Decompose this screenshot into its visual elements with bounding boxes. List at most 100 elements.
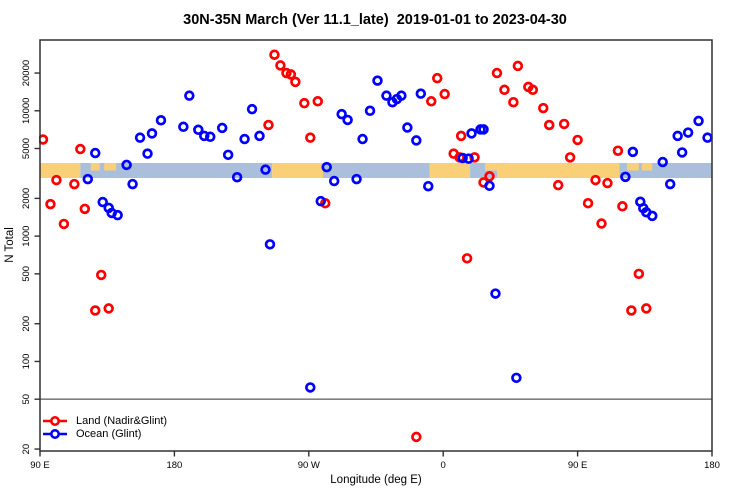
data-point-ocean — [620, 171, 631, 183]
data-point-land — [484, 171, 495, 182]
data-point-ocean — [478, 124, 489, 135]
data-point-ocean — [193, 124, 204, 136]
data-point-ocean — [216, 122, 228, 134]
data-point-land — [51, 174, 62, 186]
data-point-ocean — [364, 105, 376, 117]
legend-symbol-land — [43, 415, 67, 426]
x-tick-label: 180 — [166, 460, 182, 471]
y-tick-label: 2000 — [21, 188, 32, 209]
data-point-ocean — [112, 209, 123, 221]
x-tick-label: 0 — [441, 460, 446, 471]
map-strip-segment-land — [272, 163, 323, 178]
data-point-ocean — [315, 195, 326, 207]
data-point-ocean — [657, 156, 668, 168]
data-point-ocean — [396, 90, 407, 101]
data-point-ocean — [466, 128, 477, 139]
data-point-land — [469, 152, 480, 163]
data-point-land — [439, 88, 450, 100]
y-tick-label: 500 — [21, 266, 32, 282]
data-point-land — [612, 145, 624, 156]
data-point-land — [275, 60, 286, 71]
data-point-ocean — [457, 152, 468, 164]
chart-title: 30N-35N March (Ver 11.1_late) 2019-01-01… — [183, 12, 567, 28]
data-point-ocean — [647, 210, 658, 222]
data-point-land — [572, 134, 583, 146]
data-point-land — [564, 152, 576, 163]
data-point-ocean — [463, 153, 474, 164]
data-point-ocean — [682, 127, 694, 138]
data-point-ocean — [321, 161, 332, 173]
data-point-ocean — [342, 114, 353, 126]
x-tick-label: 90 W — [298, 460, 320, 471]
map-strip-segment-ocean — [322, 163, 430, 178]
legend-symbol-ocean — [43, 429, 67, 440]
data-point-ocean — [127, 178, 138, 190]
data-point-ocean — [381, 90, 392, 101]
legend-circle-icon-land — [50, 415, 61, 426]
data-point-ocean — [627, 146, 639, 158]
map-strip-segment-land — [90, 163, 100, 171]
data-point-land — [461, 253, 473, 264]
data-point-ocean — [411, 135, 422, 146]
data-point-ocean — [372, 75, 383, 86]
data-point-land — [558, 118, 570, 130]
map-strip-segment-land — [40, 163, 81, 178]
data-point-land — [617, 201, 628, 212]
data-point-ocean — [484, 180, 495, 192]
legend: Land (Nadir&Glint) Ocean (Glint) — [42, 414, 167, 441]
data-point-land — [641, 303, 652, 314]
data-point-ocean — [90, 147, 101, 159]
data-point-land — [455, 130, 467, 142]
map-strip-segment-land — [496, 163, 620, 178]
data-point-ocean — [693, 115, 704, 127]
map-strip-segment-land — [626, 163, 639, 171]
data-point-ocean — [664, 178, 676, 190]
data-point-land — [305, 132, 316, 143]
data-point-land — [491, 67, 503, 79]
legend-item-ocean: Ocean (Glint) — [42, 428, 167, 442]
data-point-ocean — [204, 131, 216, 143]
x-tick-label: 180 — [704, 460, 720, 471]
series-land — [39, 49, 652, 443]
plot-box — [39, 39, 713, 452]
data-point-ocean — [511, 372, 522, 384]
data-point-ocean — [672, 130, 683, 142]
data-point-ocean — [264, 239, 276, 250]
map-strip-segment-ocean — [80, 163, 273, 178]
data-point-ocean — [178, 121, 189, 133]
data-point-land — [285, 69, 297, 80]
data-point-ocean — [260, 164, 271, 175]
y-tick-label: 200 — [21, 316, 32, 332]
data-point-land — [512, 60, 524, 72]
data-point-ocean — [199, 130, 210, 142]
data-point-ocean — [423, 180, 434, 192]
data-point-land — [552, 179, 564, 191]
map-strip-segment-land — [641, 163, 653, 171]
data-point-land — [39, 134, 49, 145]
x-axis-label: Longitude (deg E) — [330, 474, 422, 486]
series-ocean — [82, 75, 713, 393]
y-tick-label: 5000 — [21, 138, 32, 159]
legend-item-land: Land (Nadir&Glint) — [42, 414, 167, 428]
y-tick-label: 20 — [21, 444, 32, 455]
data-point-land — [90, 305, 101, 316]
y-tick-label: 1000 — [21, 226, 32, 247]
data-point-land — [590, 174, 601, 186]
data-point-land — [582, 197, 594, 209]
data-point-ocean — [97, 196, 108, 208]
y-tick-label: 20000 — [21, 60, 32, 86]
data-point-land — [508, 96, 519, 108]
data-point-land — [626, 305, 637, 316]
data-point-ocean — [142, 148, 153, 159]
legend-circle-icon-ocean — [50, 429, 61, 440]
data-point-ocean — [246, 103, 258, 115]
y-axis-label: N Total — [4, 227, 16, 263]
data-point-land — [290, 76, 301, 88]
data-point-land — [499, 84, 510, 96]
data-point-ocean — [402, 122, 413, 133]
map-strip-segment-land — [429, 163, 471, 178]
data-point-land — [103, 303, 114, 314]
data-point-land — [299, 97, 310, 109]
